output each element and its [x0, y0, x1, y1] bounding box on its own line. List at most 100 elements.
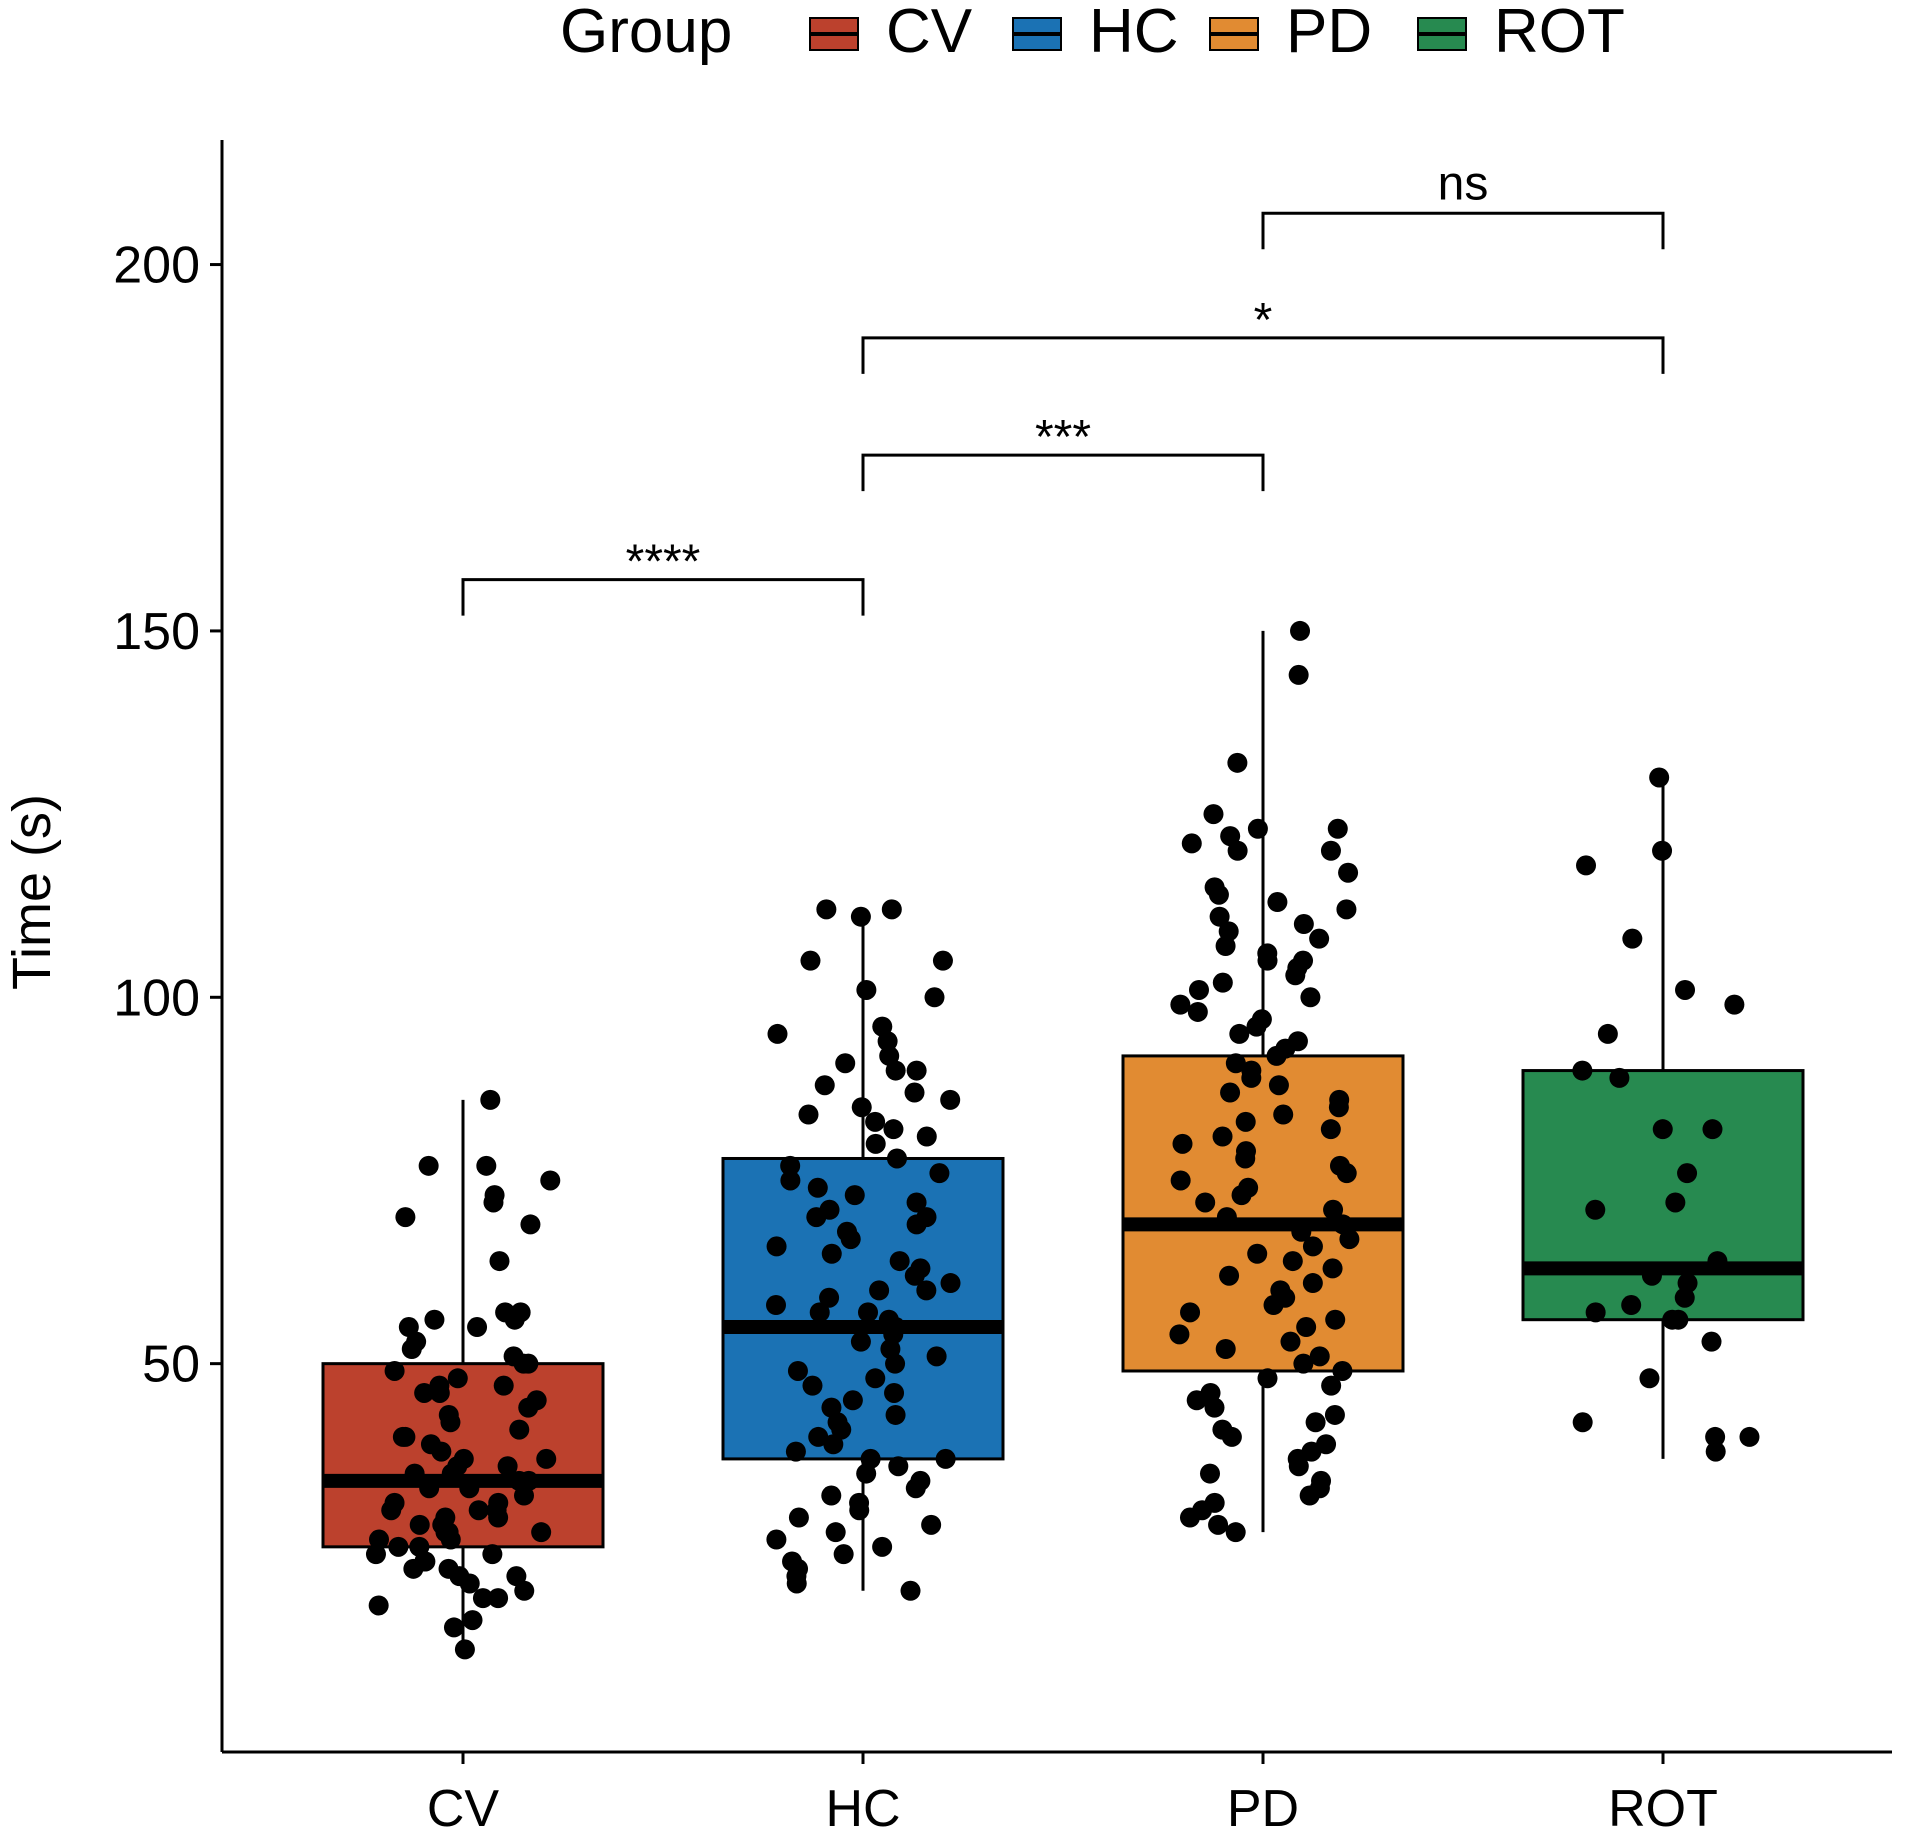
- y-tick-label: 150: [113, 603, 200, 661]
- data-point-hc: [835, 1053, 856, 1074]
- data-point-hc: [881, 899, 902, 920]
- data-point-cv: [414, 1382, 435, 1403]
- box-iqr: [1121, 1054, 1405, 1373]
- significance-bracket: *: [861, 294, 1665, 374]
- data-point-cv: [431, 1441, 452, 1462]
- data-point-cv: [459, 1478, 480, 1499]
- data-point-pd: [1332, 1360, 1353, 1381]
- data-point-rot: [1585, 1199, 1606, 1220]
- data-point-cv: [514, 1580, 535, 1601]
- legend-item-cv: CV: [809, 0, 973, 66]
- data-point-cv: [493, 1375, 514, 1396]
- data-point-hc: [787, 1360, 808, 1381]
- data-point-hc: [766, 1529, 787, 1550]
- data-point-hc: [885, 1060, 906, 1081]
- data-point-pd: [1241, 1067, 1262, 1088]
- data-point-hc: [905, 1478, 926, 1499]
- data-point-pd: [1302, 1236, 1323, 1257]
- x-tick-label: ROT: [1608, 1780, 1718, 1835]
- box-hc: [721, 909, 1005, 1591]
- bracket-line: [861, 453, 1265, 492]
- data-point-rot: [1739, 1426, 1760, 1447]
- data-point-pd: [1327, 818, 1348, 839]
- data-point-pd: [1204, 1397, 1225, 1418]
- data-point-pd: [1195, 1192, 1216, 1213]
- data-point-cv: [392, 1426, 413, 1447]
- data-point-hc: [831, 1419, 852, 1440]
- data-point-hc: [819, 1287, 840, 1308]
- x-tick-label: CV: [427, 1780, 500, 1835]
- data-point-hc: [886, 1148, 907, 1169]
- data-point-pd: [1273, 1104, 1294, 1125]
- data-point-cv: [467, 1317, 488, 1338]
- data-point-hc: [850, 906, 871, 927]
- x-tick-label: PD: [1227, 1780, 1299, 1835]
- bracket-line: [861, 336, 1665, 374]
- data-point-pd: [1324, 1404, 1345, 1425]
- data-point-hc: [798, 1104, 819, 1125]
- significance-label: *: [1254, 294, 1273, 347]
- data-point-pd: [1267, 892, 1288, 913]
- data-point-pd: [1257, 950, 1278, 971]
- legend-label: HC: [1089, 0, 1179, 66]
- data-point-pd: [1203, 804, 1224, 825]
- data-point-rot: [1572, 1060, 1593, 1081]
- significance-label: ****: [626, 536, 701, 589]
- data-point-hc: [940, 1273, 961, 1294]
- data-point-rot: [1639, 1368, 1660, 1389]
- data-point-hc: [929, 1163, 950, 1184]
- data-point-hc: [877, 1031, 898, 1052]
- data-point-pd: [1227, 752, 1248, 773]
- data-point-cv: [506, 1566, 527, 1587]
- data-point-hc: [900, 1580, 921, 1601]
- legend-item-hc: HC: [1012, 0, 1179, 66]
- data-point-pd: [1170, 994, 1191, 1015]
- data-point-hc: [840, 1229, 861, 1250]
- data-point-pd: [1288, 664, 1309, 685]
- data-point-cv: [504, 1309, 525, 1330]
- data-point-pd: [1325, 1309, 1346, 1330]
- data-point-cv: [536, 1448, 557, 1469]
- plot-area: ********ns: [321, 157, 1805, 1660]
- data-point-rot: [1652, 1119, 1673, 1140]
- data-point-pd: [1339, 1229, 1360, 1250]
- data-point-hc: [926, 1346, 947, 1367]
- data-point-cv: [472, 1588, 493, 1609]
- data-point-rot: [1705, 1426, 1726, 1447]
- data-point-hc: [814, 1075, 835, 1096]
- data-point-rot: [1702, 1119, 1723, 1140]
- axes: Time (s) 50 100 150 200 CV HC PD ROT: [2, 140, 1892, 1835]
- significance-bracket: ns: [1261, 157, 1665, 250]
- data-point-hc: [806, 1207, 827, 1228]
- data-point-cv: [409, 1514, 430, 1535]
- data-point-hc: [883, 1119, 904, 1140]
- data-point-hc: [780, 1155, 801, 1176]
- data-point-hc: [767, 1023, 788, 1044]
- legend-label: PD: [1286, 0, 1372, 66]
- legend-item-rot: ROT: [1417, 0, 1625, 66]
- data-point-cv: [404, 1463, 425, 1484]
- data-point-hc: [842, 1390, 863, 1411]
- data-point-pd: [1229, 1023, 1250, 1044]
- data-point-pd: [1172, 1133, 1193, 1154]
- data-point-hc: [865, 1133, 886, 1154]
- data-point-pd: [1246, 1016, 1267, 1037]
- y-axis-title: Time (s): [2, 794, 62, 990]
- data-point-cv: [468, 1500, 489, 1521]
- data-point-rot: [1674, 1287, 1695, 1308]
- data-point-pd: [1290, 620, 1311, 641]
- data-point-pd: [1309, 928, 1330, 949]
- box-rot: [1521, 777, 1805, 1459]
- y-tick-label: 100: [113, 969, 200, 1027]
- data-point-hc: [904, 1265, 925, 1286]
- data-point-pd: [1170, 1170, 1191, 1191]
- data-point-cv: [419, 1478, 440, 1499]
- data-point-pd: [1300, 987, 1321, 1008]
- data-point-hc: [858, 1302, 879, 1323]
- data-point-pd: [1220, 1082, 1241, 1103]
- y-tick-label: 200: [113, 237, 200, 295]
- significance-label: ***: [1035, 411, 1091, 464]
- data-point-rot: [1572, 1412, 1593, 1433]
- data-point-pd: [1231, 1185, 1252, 1206]
- data-point-rot: [1677, 1163, 1698, 1184]
